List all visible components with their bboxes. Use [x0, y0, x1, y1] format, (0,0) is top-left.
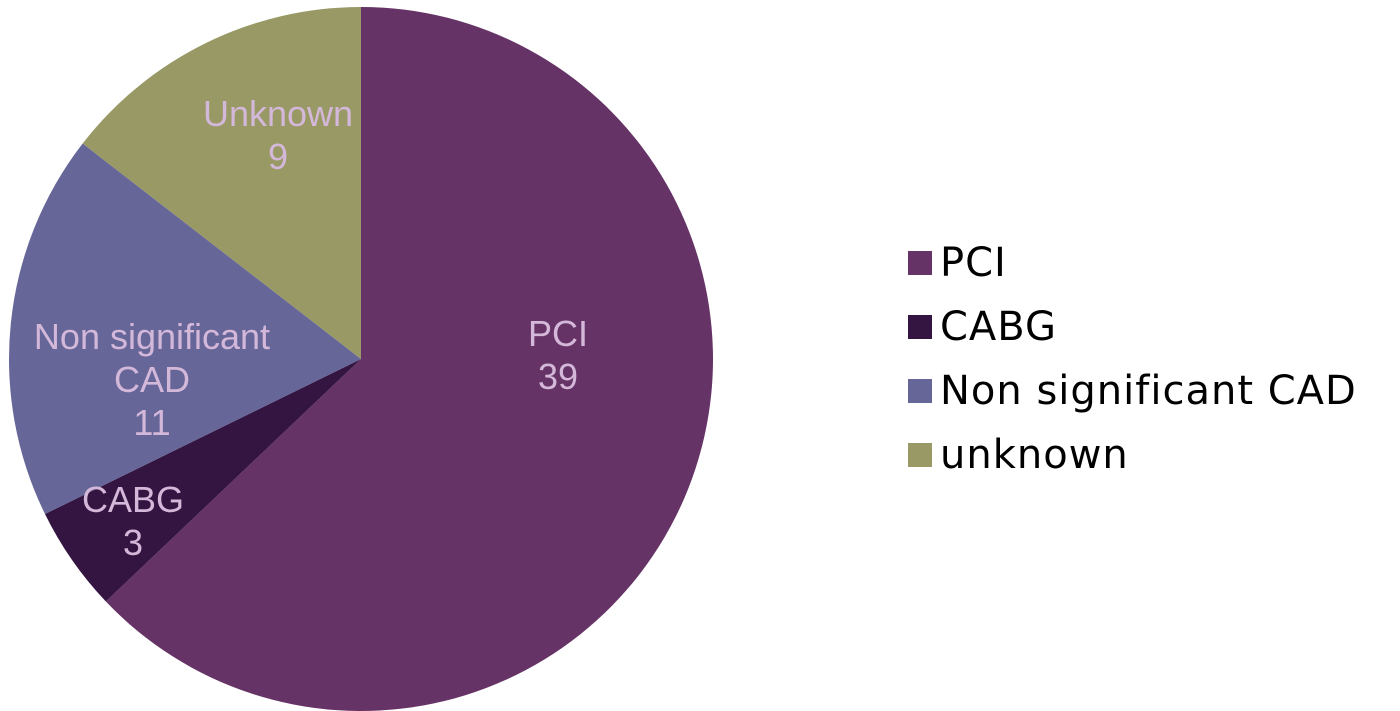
pie-slice — [44, 359, 361, 602]
data-label-value: 9 — [267, 136, 289, 177]
pie-slice — [105, 7, 714, 711]
pie-slice — [82, 7, 361, 359]
data-label-name: Unknown — [202, 93, 354, 134]
pie-slice — [8, 143, 361, 515]
data-label: Unknown 9 — [133, 92, 423, 178]
data-label: PCI 39 — [413, 312, 703, 398]
data-label-value: 11 — [133, 402, 171, 443]
legend-swatch — [908, 315, 932, 339]
legend-swatch — [908, 379, 932, 403]
pie — [8, 7, 714, 711]
legend-swatch — [908, 251, 932, 275]
legend-label: PCI — [940, 240, 1007, 286]
legend-entry: unknown — [908, 432, 1129, 478]
legend-entry: CABG — [908, 304, 1057, 350]
data-label: Non significant CAD 11 — [7, 315, 297, 444]
legend-swatch — [908, 443, 932, 467]
data-label-value: 3 — [122, 522, 144, 563]
legend-entry: PCI — [908, 240, 1007, 286]
legend-label: Non significant CAD — [940, 368, 1357, 414]
data-label: CABG 3 — [0, 478, 278, 564]
data-label-value: 39 — [537, 356, 579, 397]
data-label-name: PCI — [527, 313, 588, 354]
legend-label: CABG — [940, 304, 1058, 350]
data-label-name: Non significant CAD — [33, 316, 271, 400]
legend-label: unknown — [940, 432, 1129, 478]
data-label-name: CABG — [81, 479, 185, 520]
legend-entry: Non significant CAD — [908, 368, 1357, 414]
